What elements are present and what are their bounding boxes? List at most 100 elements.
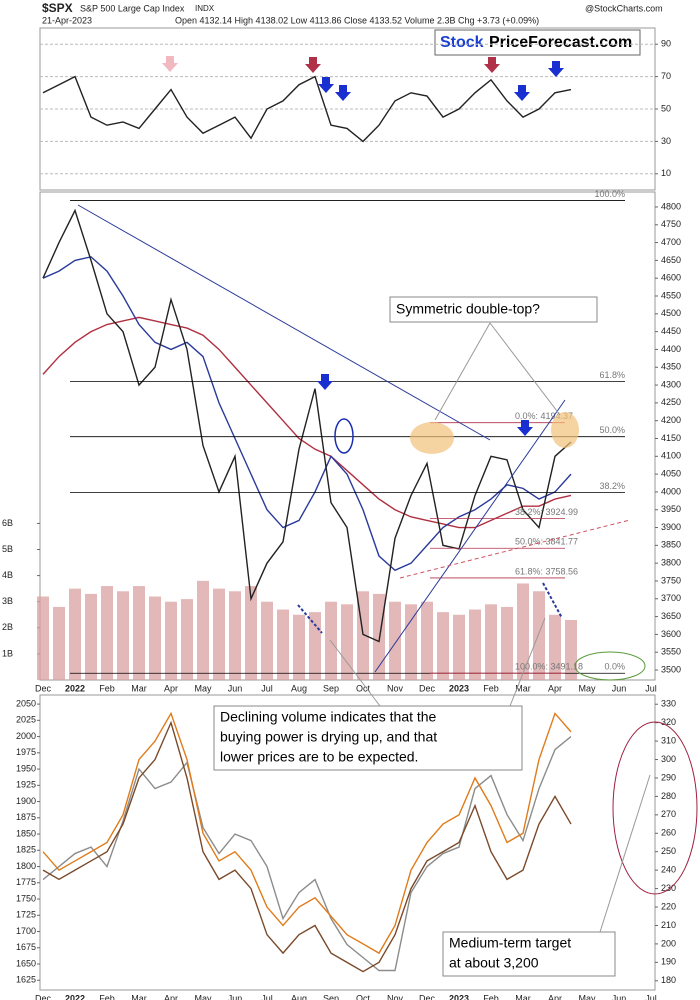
tick-label: 330	[661, 699, 676, 709]
tick-label: 3700	[661, 593, 681, 603]
volume-bar	[485, 604, 497, 680]
x-tick-label: Dec	[419, 993, 436, 1000]
volume-bar	[533, 591, 545, 680]
tick-label: 4750	[661, 219, 681, 229]
arrow	[514, 85, 530, 101]
tick-label: 1750	[16, 893, 36, 903]
x-tick-label: Mar	[515, 993, 531, 1000]
volume-bar	[517, 583, 529, 680]
highlight	[574, 651, 646, 681]
x-tick-label: Jun	[612, 993, 627, 1000]
tick-label: 3500	[661, 664, 681, 674]
x-tick-label: Feb	[483, 683, 499, 693]
tick-label: 2B	[2, 622, 13, 632]
fib-label: 0.0%: 4194.37	[515, 411, 573, 421]
volume-bar	[85, 593, 97, 680]
x-tick-label: Jun	[228, 993, 243, 1000]
arrow	[517, 420, 533, 436]
volume-bar	[277, 609, 289, 680]
volume-bar	[261, 601, 273, 680]
tick-label: 1875	[16, 812, 36, 822]
volume-bar	[213, 588, 225, 680]
arrow	[548, 61, 564, 77]
tick-label: 4450	[661, 326, 681, 336]
x-tick-label: Sep	[323, 993, 339, 1000]
tick-label: 4600	[661, 273, 681, 283]
arrow	[484, 57, 500, 73]
x-tick-label: 2022	[65, 683, 85, 693]
annotation: at about 3,200	[449, 955, 539, 971]
tick-label: 270	[661, 809, 676, 819]
fib-label: 38.2%	[599, 481, 625, 491]
volume-bar	[133, 586, 145, 680]
tick-label: 2000	[16, 731, 36, 741]
x-tick-label: Jun	[612, 683, 627, 693]
index-name: S&P 500 Large Cap Index	[80, 3, 185, 13]
date: 21-Apr-2023	[42, 15, 92, 25]
annotation: Medium-term target	[449, 935, 571, 951]
tick-label: 310	[661, 735, 676, 745]
fib-label: 50.0%: 3841.77	[515, 537, 578, 547]
x-tick-label: Feb	[99, 993, 115, 1000]
x-tick-label: May	[194, 683, 212, 693]
volume-bar	[69, 588, 81, 680]
x-tick-label: Apr	[548, 993, 562, 1000]
tick-label: 4300	[661, 379, 681, 389]
tick-label: 3750	[661, 575, 681, 585]
tick-label: 200	[661, 938, 676, 948]
x-tick-label: Jul	[261, 993, 273, 1000]
tick-label: 4650	[661, 255, 681, 265]
volume-bar	[565, 619, 577, 680]
panels: 10 30 50 70 90 3500 3550 3600 3650 3700 3750 3800 38…	[2, 27, 681, 1000]
tick-label: 4400	[661, 344, 681, 354]
tick-label: 1775	[16, 877, 36, 887]
annotation: lower prices are to be expected.	[220, 749, 418, 765]
tick-label: 210	[661, 920, 676, 930]
exchange: INDX	[195, 4, 215, 13]
tick-label: 4050	[661, 468, 681, 478]
tick-label: 240	[661, 865, 676, 875]
tick-label: 10	[661, 168, 671, 178]
arrow	[318, 77, 334, 93]
arrow	[335, 85, 351, 101]
symbol: $SPX	[42, 1, 73, 15]
tick-label: 4250	[661, 397, 681, 407]
tick-label: 260	[661, 828, 676, 838]
annotation: buying power is drying up, and that	[220, 729, 437, 745]
tick-label: 190	[661, 957, 676, 967]
brand-rest: PriceForecast.com	[489, 34, 632, 51]
tick-label: 1850	[16, 828, 36, 838]
x-tick-label: 2023	[449, 683, 469, 693]
pointer	[434, 322, 491, 421]
tick-label: 4500	[661, 308, 681, 318]
annotation-box	[213, 705, 523, 771]
brand-stock: Stock	[440, 34, 484, 51]
volume-trend	[542, 582, 563, 619]
tick-label: 1725	[16, 910, 36, 920]
volume-bar	[405, 604, 417, 680]
tick-label: 3550	[661, 647, 681, 657]
volume-bar	[549, 614, 561, 680]
tick-label: 1975	[16, 747, 36, 757]
trendline	[77, 204, 491, 441]
arrow	[162, 56, 178, 72]
tick-label: 290	[661, 772, 676, 782]
trendline	[399, 519, 631, 579]
volume-bar	[181, 599, 193, 680]
tick-label: 3800	[661, 558, 681, 568]
x-tick-label: Nov	[387, 993, 404, 1000]
volume-bar	[117, 591, 129, 680]
x-tick-label: Jul	[261, 683, 273, 693]
volume-bar	[453, 614, 465, 680]
pointer	[489, 322, 561, 416]
tick-label: 230	[661, 883, 676, 893]
series-line	[42, 720, 572, 973]
tick-label: 1825	[16, 845, 36, 855]
tick-label: 1900	[16, 796, 36, 806]
x-tick-label: Apr	[164, 993, 178, 1000]
volume-bar	[501, 606, 513, 680]
highlight	[551, 412, 579, 448]
tick-label: 1700	[16, 926, 36, 936]
